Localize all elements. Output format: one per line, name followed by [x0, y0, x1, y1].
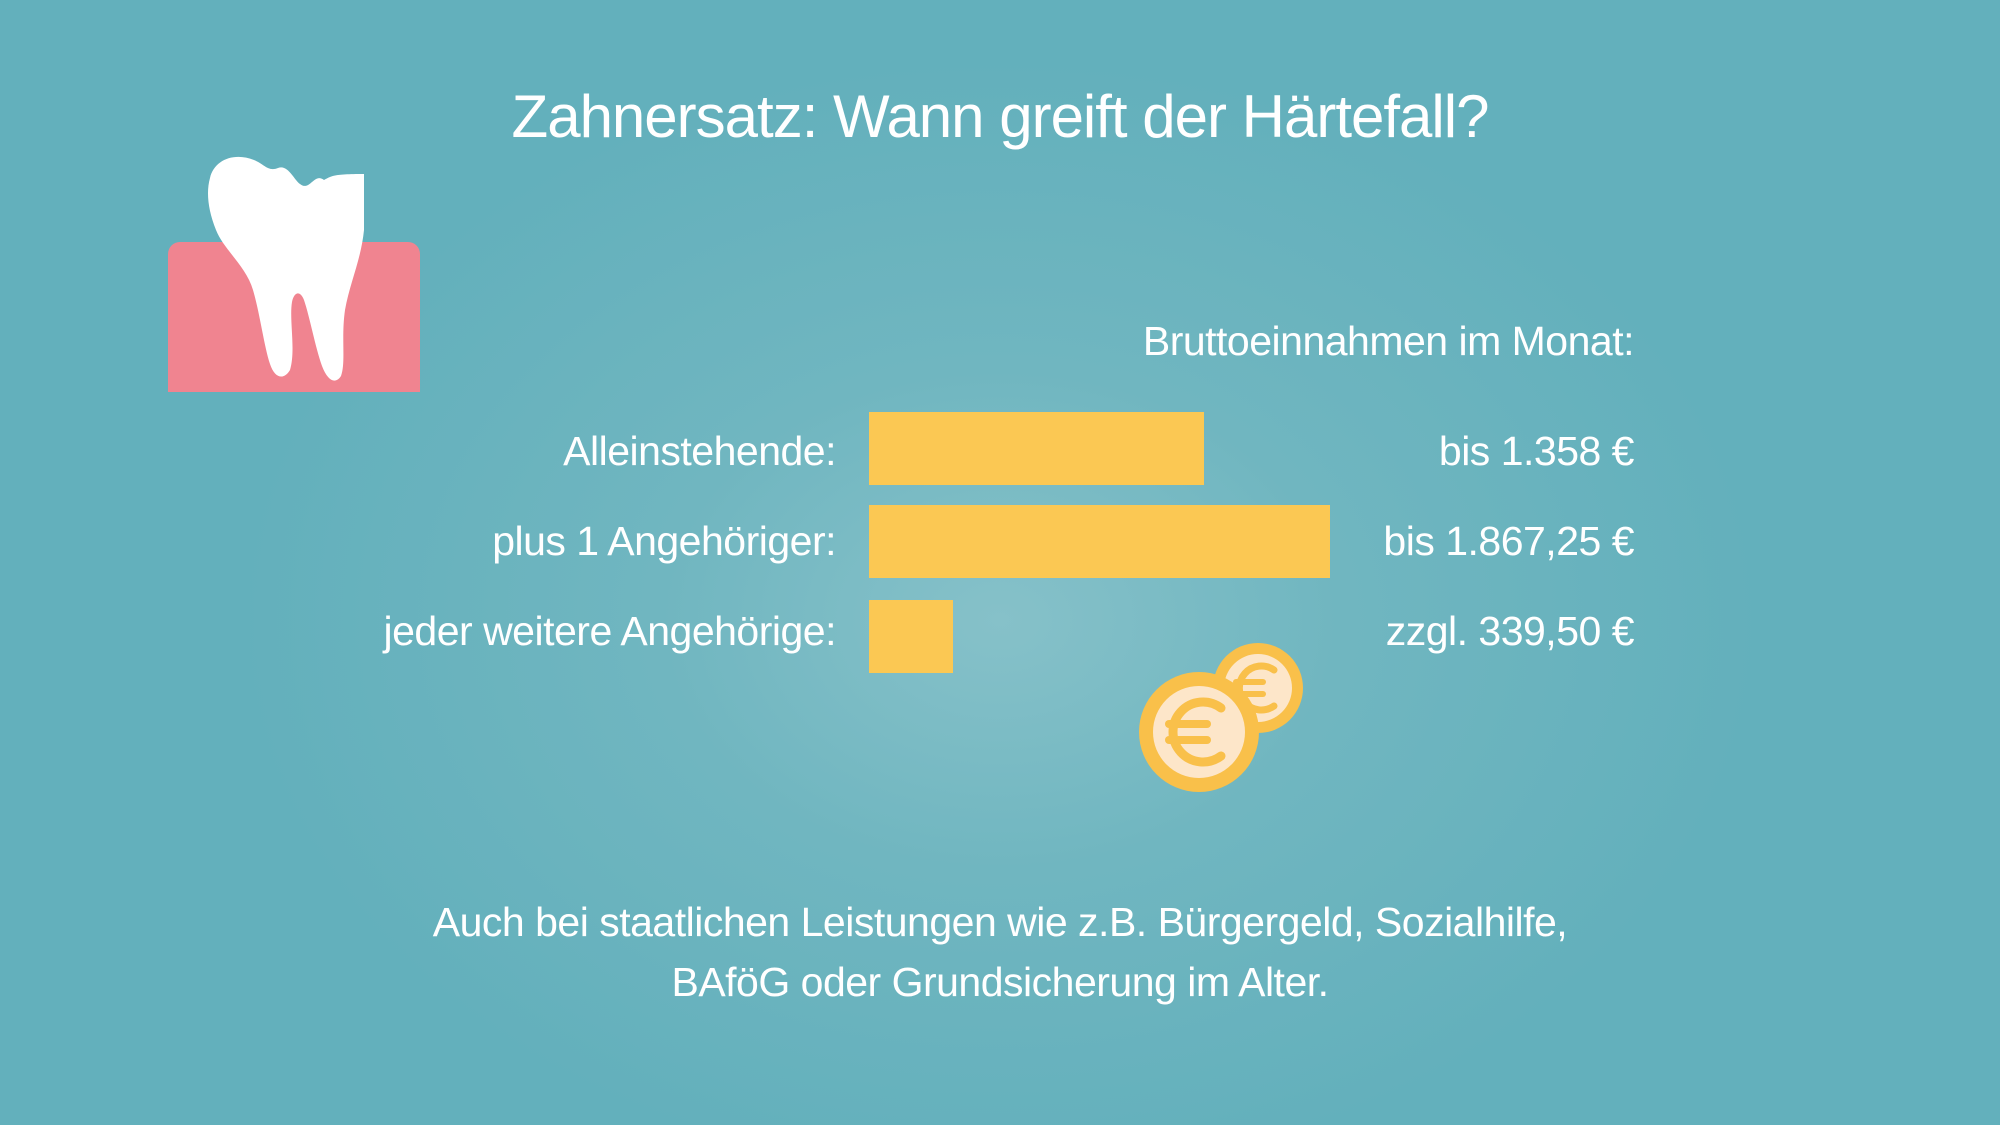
gum-shape-bottom [168, 350, 420, 392]
bar-single [869, 412, 1204, 485]
value-label-plus-one: bis 1.867,25 € [1383, 518, 1634, 564]
euro-coins [1139, 643, 1303, 792]
footnote-line-2: BAföG oder Grundsicherung im Alter. [671, 959, 1329, 1005]
value-label-each-additional: zzgl. 339,50 € [1385, 608, 1635, 654]
category-label-each-additional: jeder weitere Angehörige: [383, 608, 837, 654]
footnote: Auch bei staatlichen Leistungen wie z.B.… [0, 892, 2000, 1012]
category-label-single: Alleinstehende: [563, 428, 836, 474]
euro-coin-icon [1139, 672, 1259, 792]
value-label-single: bis 1.358 € [1438, 428, 1635, 474]
category-label-plus-one: plus 1 Angehöriger: [492, 518, 836, 564]
value-column-header: Bruttoeinnahmen im Monat: [1142, 318, 1635, 364]
tooth-icon [168, 156, 420, 392]
page-title: Zahnersatz: Wann greift der Härtefall? [511, 83, 1490, 150]
tooth-shape [208, 156, 364, 381]
bar-plus-one [869, 505, 1330, 578]
footnote-line-1: Auch bei staatlichen Leistungen wie z.B.… [432, 899, 1568, 945]
bar-each-additional [869, 600, 953, 673]
